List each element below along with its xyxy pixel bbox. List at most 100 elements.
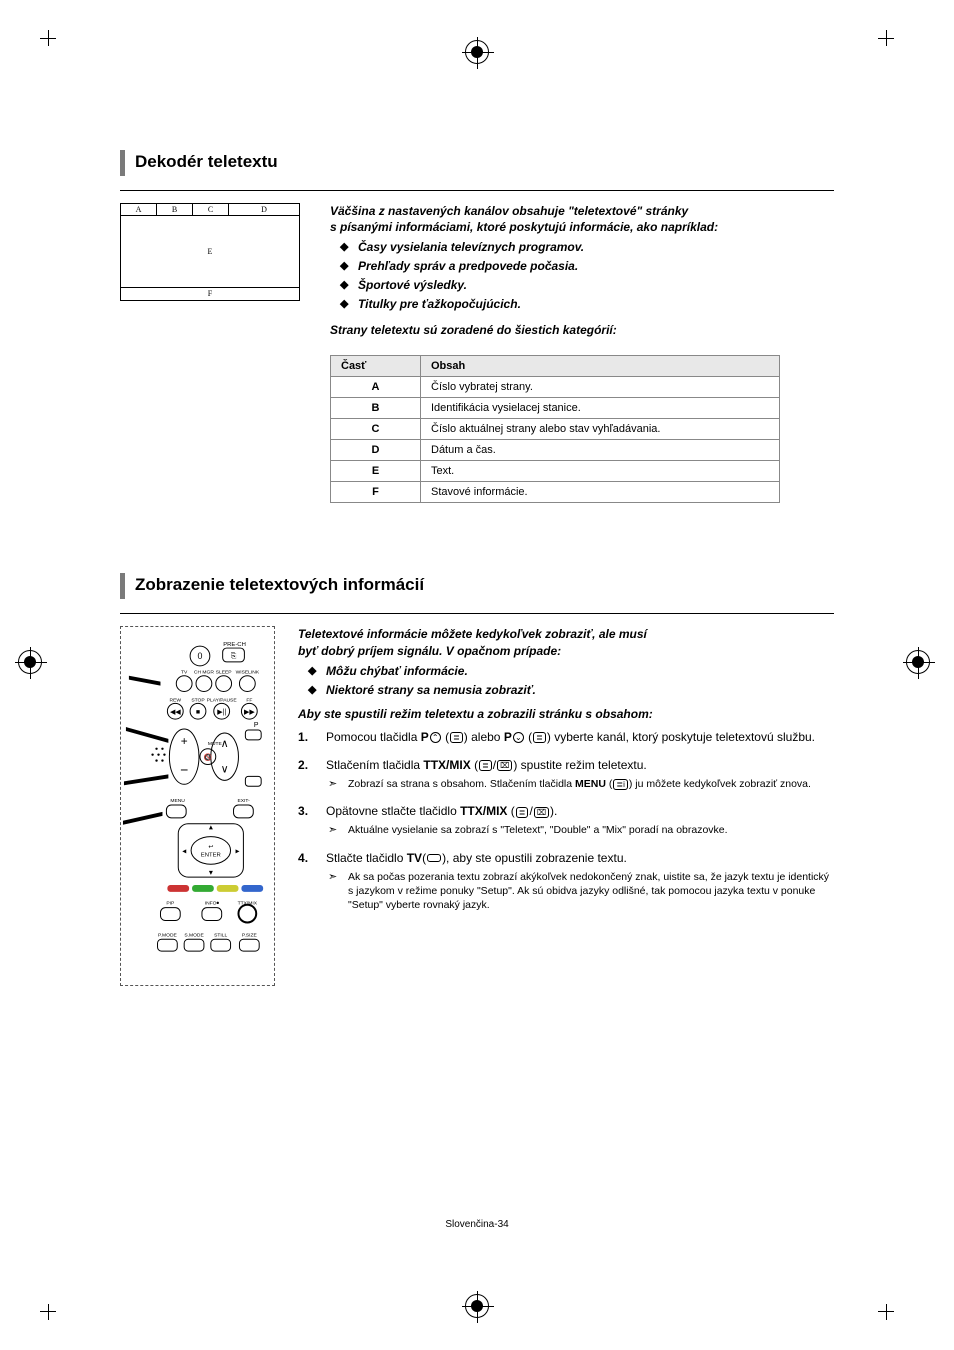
bullet-item: Športové výsledky. [358, 278, 834, 292]
ttx-icon: ≣ [479, 760, 492, 771]
bullet-item: Niektoré strany sa nemusia zobraziť. [326, 683, 834, 697]
svg-text:MUTE: MUTE [208, 741, 223, 747]
svg-text:ENTER: ENTER [201, 853, 221, 859]
section-rule [120, 190, 834, 191]
step-text: ) spustite režim teletextu. [513, 758, 646, 772]
step-text: ) ju môžete kedykoľvek zobraziť znova. [629, 778, 811, 790]
crop-mark [878, 1304, 894, 1320]
page-footer: Slovenčina-34 [0, 1219, 954, 1230]
svg-text:S.MODE: S.MODE [184, 933, 204, 939]
svg-text:◀◀: ◀◀ [170, 710, 181, 717]
remote-label: PRE-CH [223, 642, 246, 648]
teletext-icon: ≣ [450, 732, 463, 743]
step-bold: TV [407, 851, 422, 865]
crop-mark [878, 30, 894, 46]
content-cell: Dátum a čas. [421, 440, 780, 461]
step-sub: Ak sa počas pozerania textu zobrazí akýk… [326, 870, 834, 913]
step-sub: Aktuálne vysielanie sa zobrazí s "Telete… [326, 823, 834, 837]
step-text: Stlačte tlačidlo [326, 851, 407, 865]
section-title: Zobrazenie teletextových informácií [135, 573, 424, 599]
step-text: Pomocou tlačidla [326, 730, 421, 744]
steps-intro: Aby ste spustili režim teletextu a zobra… [298, 707, 834, 721]
svg-text:EXIT-: EXIT- [237, 798, 250, 804]
bullet-item: Titulky pre ťažkopočujúcich. [358, 297, 834, 311]
step-text: ( [442, 730, 449, 744]
svg-text:P.MODE: P.MODE [158, 933, 177, 939]
content-cell: Identifikácia vysielacej stanice. [421, 398, 780, 419]
mix-icon: ⌧ [534, 807, 549, 818]
step-text: Stlačením tlačidla [326, 758, 423, 772]
tv-icon [427, 854, 441, 862]
svg-text:∧: ∧ [221, 738, 229, 750]
step-text: Zobrazí sa strana s obsahom. Stlačením t… [348, 778, 575, 790]
step-text: ) vyberte kanál, ktorý poskytuje teletex… [547, 730, 815, 744]
svg-text:STILL: STILL [214, 933, 227, 939]
teletext-icon: ≣ [533, 732, 546, 743]
intro-line: s písanými informáciami, ktoré poskytujú… [330, 220, 718, 234]
bullet-list: Môžu chýbať informácie. Niektoré strany … [298, 664, 834, 697]
content-cell: Číslo vybratej strany. [421, 377, 780, 398]
bullet-item: Prehľady správ a predpovede počasia. [358, 259, 834, 273]
table-row: CČíslo aktuálnej strany alebo stav vyhľa… [331, 419, 780, 440]
svg-text:◂: ◂ [182, 847, 186, 856]
registration-mark [465, 40, 489, 64]
step-item: Stlačením tlačidla TTX/MIX (≣/⌧) spustit… [298, 757, 834, 791]
step-bold: TTX/MIX [460, 804, 507, 818]
table-row: BIdentifikácia vysielacej stanice. [331, 398, 780, 419]
step-bold: MENU [575, 778, 606, 790]
svg-text:MENU: MENU [170, 798, 185, 804]
svg-text:▸: ▸ [236, 847, 240, 856]
section-header: Dekodér teletextu [120, 150, 834, 176]
svg-text:▶▶: ▶▶ [244, 710, 255, 717]
intro-line: Teletextové informácie môžete kedykoľvek… [298, 627, 647, 641]
bullet-item: Môžu chýbať informácie. [326, 664, 834, 678]
svg-text:+: + [181, 734, 188, 748]
ttx-icon: ≣ [516, 807, 529, 818]
part-cell: D [331, 440, 421, 461]
step-item: Stlačte tlačidlo TV(), aby ste opustili … [298, 850, 834, 913]
remote-control-diagram: PRE-CH 0 ⎘ TV CH MGR SLEEP WISELINK [120, 626, 275, 986]
svg-text:PLAY/PAUSE: PLAY/PAUSE [207, 698, 238, 704]
teletext-layout-diagram: A B C D E F [120, 203, 300, 503]
svg-text:−: − [180, 762, 188, 778]
diagram-cell-c: C [193, 204, 229, 216]
svg-text:CH MGR: CH MGR [194, 670, 214, 676]
step-text: ( [471, 758, 478, 772]
step-text: ( [507, 804, 514, 818]
table-row: EText. [331, 461, 780, 482]
svg-text:INFO⏺: INFO⏺ [205, 901, 220, 907]
registration-mark [906, 650, 930, 674]
bullet-item: Časy vysielania televíznych programov. [358, 240, 834, 254]
mix-icon: ⌧ [497, 760, 512, 771]
step-text: ( [606, 778, 612, 790]
table-row: DDátum a čas. [331, 440, 780, 461]
svg-text:🔇: 🔇 [204, 753, 213, 762]
svg-text:■: ■ [196, 710, 200, 717]
svg-text:FF: FF [246, 698, 252, 704]
intro-line: byť dobrý príjem signálu. V opačnom príp… [298, 644, 561, 658]
part-cell: C [331, 419, 421, 440]
section-title: Dekodér teletextu [135, 150, 278, 176]
part-cell: A [331, 377, 421, 398]
content-cell: Číslo aktuálnej strany alebo stav vyhľad… [421, 419, 780, 440]
registration-mark [465, 1294, 489, 1318]
step-item: Pomocou tlačidla P⌃ (≣) alebo P⌄ (≣) vyb… [298, 729, 834, 745]
svg-text:↩: ↩ [208, 845, 213, 851]
svg-text:∨: ∨ [221, 764, 229, 776]
step-bold: TTX/MIX [423, 758, 470, 772]
diagram-cell-f: F [121, 288, 299, 300]
crop-mark [40, 30, 56, 46]
step-bold: P [421, 730, 429, 744]
svg-text:P: P [254, 722, 259, 729]
diagram-cell-d: D [229, 204, 299, 216]
table-row: FStavové informácie. [331, 482, 780, 503]
svg-text:TTX/MIX: TTX/MIX [238, 901, 258, 907]
intro-line: Väčšina z nastavených kanálov obsahuje "… [330, 204, 688, 218]
step-bold: P [504, 730, 512, 744]
svg-text:WISELINK: WISELINK [236, 670, 260, 676]
svg-text:PIP: PIP [166, 901, 175, 907]
svg-text:SLEEP: SLEEP [216, 670, 233, 676]
step-text: ( [525, 730, 532, 744]
registration-mark [18, 650, 42, 674]
table-header-part: Časť [331, 356, 421, 377]
